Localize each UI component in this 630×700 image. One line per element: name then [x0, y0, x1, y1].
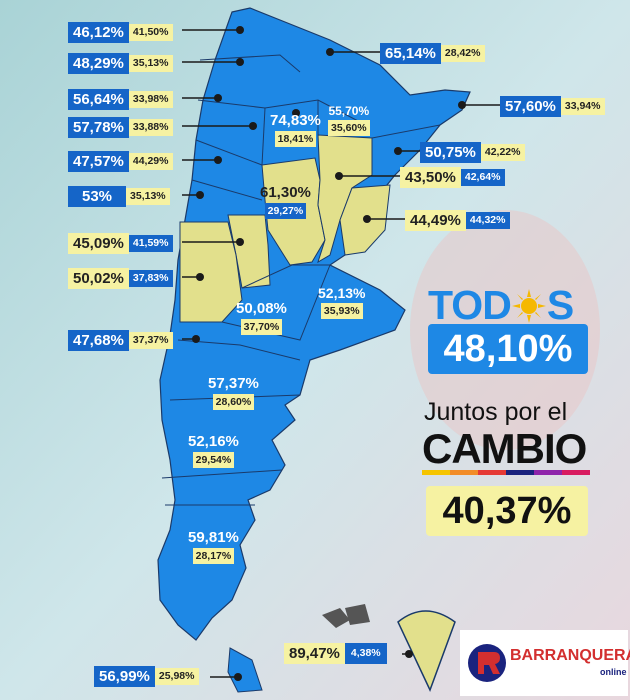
jxc-pct-santiago: 18,41% — [274, 131, 317, 147]
label-mendoza: 50,02% 37,83% — [68, 268, 173, 289]
jxc-pct-formosa: 28,42% — [440, 45, 485, 62]
jxc-total-pct: 40,37% — [426, 486, 588, 536]
jxc-pct-san-juan: 35,13% — [126, 188, 170, 205]
todos-pct-antartida: 4,38% — [344, 643, 387, 664]
todos-total-pct: 48,10% — [428, 324, 588, 374]
region-mendoza — [179, 221, 243, 323]
label-san-juan: 53% 35,13% — [68, 186, 170, 207]
label-san-luis: 45,09% 41,59% — [68, 233, 173, 254]
label-santa-fe: 43,50% 42,64% — [400, 167, 505, 188]
jxc-logo-line1: Juntos por el — [424, 398, 568, 426]
label-misiones: 57,60% 33,94% — [500, 96, 605, 117]
jxc-pct-buenos-aires: 35,93% — [320, 303, 363, 319]
logo-sub: online — [600, 667, 627, 677]
label-chubut: 52,16% 29,54% — [188, 433, 239, 468]
antarctic-sector — [397, 610, 456, 692]
label-buenos-aires: 52,13% 35,93% — [318, 285, 365, 319]
jxc-pct-tierra-del-fuego: 25,98% — [154, 668, 199, 685]
todos-pct-catamarca: 57,78% — [68, 117, 129, 138]
todos-pct-jujuy: 46,12% — [68, 22, 129, 43]
label-santiago: 74,83% 18,41% — [270, 112, 321, 147]
label-neuquen: 47,68% 37,37% — [68, 330, 173, 351]
logo-brand: BARRANQUERAS — [510, 647, 630, 664]
jxc-pct-santa-fe: 43,50% — [400, 167, 461, 188]
label-tierra-del-fuego: 56,99% 25,98% — [94, 666, 199, 687]
todos-pct-formosa: 65,14% — [380, 43, 441, 64]
jxc-pct-jujuy: 41,50% — [128, 24, 173, 41]
mainland-outline — [157, 7, 471, 641]
label-la-rioja: 47,57% 44,29% — [68, 151, 173, 172]
jxc-color-bar — [422, 470, 590, 475]
label-formosa: 65,14% 28,42% — [380, 43, 485, 64]
todos-pct-mendoza: 37,83% — [128, 270, 173, 287]
region-santa-fe — [317, 134, 373, 264]
jxc-pct-mendoza: 50,02% — [68, 268, 129, 289]
jxc-pct-entre-rios: 44,49% — [405, 210, 466, 231]
jxc-pct-la-pampa: 37,70% — [240, 319, 283, 335]
barranqueras-logo: BARRANQUERAS online — [460, 630, 630, 696]
todos-pct-la-pampa: 50,08% — [236, 300, 287, 317]
todos-pct-buenos-aires: 52,13% — [318, 285, 366, 301]
label-la-pampa: 50,08% 37,70% — [236, 300, 287, 335]
jxc-pct-chaco: 35,60% — [328, 120, 370, 136]
todos-pct-misiones: 57,60% — [500, 96, 561, 117]
jxc-pct-tucuman: 33,98% — [128, 91, 173, 108]
marker-lines — [182, 29, 500, 678]
label-antartida: 89,47% 4,38% — [284, 643, 387, 664]
label-entre-rios: 44,49% 44,32% — [405, 210, 510, 231]
brand-icon — [468, 644, 506, 682]
jxc-pct-cordoba: 61,30% — [260, 184, 311, 201]
jxc-pct-neuquen: 37,37% — [128, 332, 173, 349]
tierra-del-fuego-island — [227, 647, 263, 693]
todos-pct-tucuman: 56,64% — [68, 89, 129, 110]
jxc-pct-la-rioja: 44,29% — [128, 153, 173, 170]
todos-pct-corrientes: 50,75% — [420, 142, 481, 163]
jxc-logo-line2: CAMBIO — [422, 425, 587, 472]
label-santa-cruz: 59,81% 28,17% — [188, 529, 239, 564]
jxc-pct-antartida: 89,47% — [284, 643, 345, 664]
label-corrientes: 50,75% 42,22% — [420, 142, 525, 163]
todos-logo: TOD S — [428, 282, 574, 328]
todos-pct-la-rioja: 47,57% — [68, 151, 129, 172]
todos-pct-santa-fe: 42,64% — [460, 169, 505, 186]
label-rio-negro: 57,37% 28,60% — [208, 375, 259, 410]
sun-icon — [511, 288, 546, 323]
todos-pct-santa-cruz: 59,81% — [188, 529, 239, 546]
jxc-pct-santa-cruz: 28,17% — [192, 548, 235, 564]
label-tucuman: 56,64% 33,98% — [68, 89, 173, 110]
todos-pct-san-luis: 41,59% — [128, 235, 173, 252]
jxc-pct-chubut: 29,54% — [192, 452, 235, 468]
todos-pct-chaco: 55,70% — [328, 104, 370, 118]
todos-pct-san-juan: 53% — [68, 186, 127, 207]
todos-pct-salta: 48,29% — [68, 53, 129, 74]
jxc-pct-san-luis: 45,09% — [68, 233, 129, 254]
label-catamarca: 57,78% 33,88% — [68, 117, 173, 138]
jxc-pct-catamarca: 33,88% — [128, 119, 173, 136]
todos-pct-neuquen: 47,68% — [68, 330, 129, 351]
jxc-pct-rio-negro: 28,60% — [212, 394, 255, 410]
jxc-pct-corrientes: 42,22% — [480, 144, 525, 161]
todos-pct-entre-rios: 44,32% — [465, 212, 510, 229]
label-cordoba: 61,30% 29,27% — [260, 184, 311, 219]
todos-pct-cordoba: 29,27% — [264, 203, 307, 219]
label-chaco: 55,70% 35,60% — [328, 104, 370, 136]
jxc-pct-salta: 35,13% — [128, 55, 173, 72]
todos-pct-rio-negro: 57,37% — [208, 375, 259, 392]
todos-pct-chubut: 52,16% — [188, 433, 239, 450]
todos-pct-tierra-del-fuego: 56,99% — [94, 666, 155, 687]
jxc-pct-misiones: 33,94% — [560, 98, 605, 115]
todos-pct-santiago: 74,83% — [270, 112, 321, 129]
label-jujuy: 46,12% 41,50% — [68, 22, 173, 43]
label-salta: 48,29% 35,13% — [68, 53, 173, 74]
malvinas-islands — [322, 604, 370, 628]
